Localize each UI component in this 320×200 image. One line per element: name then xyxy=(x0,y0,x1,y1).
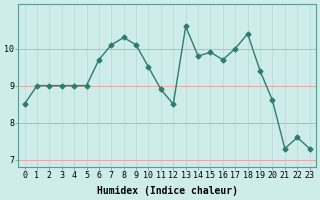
X-axis label: Humidex (Indice chaleur): Humidex (Indice chaleur) xyxy=(97,186,237,196)
